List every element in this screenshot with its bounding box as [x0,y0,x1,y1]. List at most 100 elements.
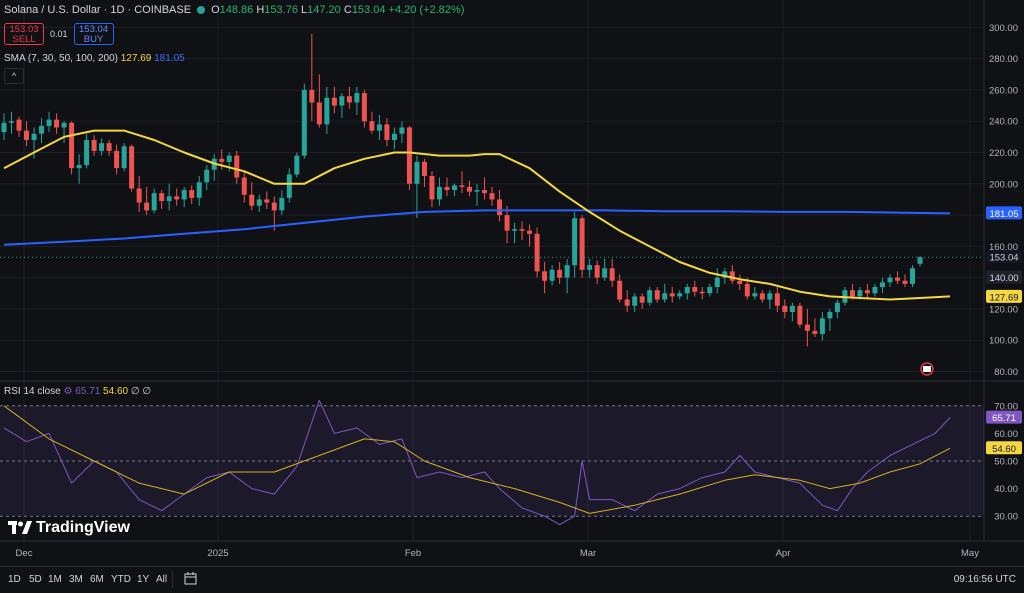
candle-body [819,318,825,334]
candle-body [151,193,157,211]
candle-body [384,124,390,140]
candle-body [707,287,713,294]
price-chart[interactable]: 80.00100.00120.00140.00160.00180.00200.0… [0,0,1024,566]
time-tick-label: Dec [16,548,33,559]
time-tick-label: May [961,548,979,559]
rsi-ma-tag: 54.60 [992,444,1016,455]
rsi-tick-label: 50.00 [994,457,1018,468]
spread-value: 0.01 [50,29,68,39]
candle-body [474,190,480,192]
rsi-ma-tag-bg [986,441,1022,455]
buy-label: BUY [83,34,104,45]
price-tick-label: 300.00 [989,23,1018,34]
timeframe-ytd[interactable]: YTD [111,574,131,585]
settings-icon[interactable]: ⚙ [63,386,73,397]
candle-body [489,193,495,200]
candle-body [542,271,548,281]
candle-body [692,287,698,292]
time-tick-label: Mar [580,548,596,559]
candle-body [301,89,307,156]
chevron-up-icon: ^ [11,71,17,81]
candle-body [414,161,420,184]
candle-body [436,186,442,200]
timeframe-1d[interactable]: 1D [8,574,21,585]
timeframe-6m[interactable]: 6M [90,574,104,585]
rsi-legend[interactable]: RSI 14 close ⚙ 65.71 54.60 ∅ ∅ [4,386,151,397]
candle-body [519,229,525,231]
price-tick-label: 220.00 [989,148,1018,159]
candle-body [872,287,878,294]
candle-body [797,305,803,325]
candle-body [331,97,337,106]
candle-body [114,150,120,169]
rsi-tick-label: 70.00 [994,401,1018,412]
rsi-value-tag-bg [986,410,1022,424]
rsi-ma-line [3,405,951,514]
candle-body [909,268,915,284]
rsi-tick-label: 30.00 [994,512,1018,523]
sma-legend[interactable]: SMA (7, 30, 50, 100, 200) 127.69 181.05 [4,53,185,64]
clock-readout[interactable]: 09:16:56 UTC [953,574,1016,585]
candle-body [594,265,600,278]
candle-body [31,133,37,140]
candle-body [421,161,427,176]
candle-body [376,124,382,131]
price-tick-label: 240.00 [989,117,1018,128]
symbol-title[interactable]: Solana / U.S. Dollar · 1D · COINBASE [4,4,192,16]
timeframe-3m[interactable]: 3M [69,574,83,585]
candle-body [144,202,150,211]
candle-body [429,175,435,200]
change-value: +4.20 (+2.82%) [388,4,465,16]
ohlc-readout: O148.86 H153.76 L147.20 C153.04 +4.20 (+… [211,4,465,16]
buy-button[interactable]: 153.04 BUY [73,23,114,45]
candle-body [849,290,855,297]
sell-label: SELL [12,34,36,45]
flag-icon [923,366,931,372]
candle-body [1,122,7,133]
candle-body [887,277,893,283]
candle-body [121,146,127,169]
tradingview-logo-icon [8,521,32,534]
chart-header: Solana / U.S. Dollar · 1D · COINBASE O14… [4,4,464,16]
candle-body [196,182,202,198]
candle-body [241,177,247,195]
collapse-legend-button[interactable]: ^ [4,68,24,84]
candle-body [189,190,195,198]
timeframe-5d[interactable]: 5D [29,574,42,585]
timeframe-all[interactable]: All [156,574,168,585]
sell-price: 153.03 [9,24,39,35]
candle-body [714,277,720,288]
candle-body [504,215,510,231]
timeframe-1y[interactable]: 1Y [137,574,150,585]
timeframe-1m[interactable]: 1M [48,574,62,585]
candle-body [602,268,608,278]
calendar-icon[interactable] [184,572,197,588]
candle-body [136,188,142,203]
candle-body [444,186,450,191]
candle-body [61,122,67,128]
price-tick-label: 160.00 [989,242,1018,253]
sell-button[interactable]: 153.03 SELL [4,23,44,45]
price-tick-label: 260.00 [989,85,1018,96]
candle-body [249,194,255,206]
candle-body [467,186,473,192]
candle-body [309,89,315,103]
candle-body [271,202,277,211]
candle-body [857,290,863,297]
rsi-value-tag: 65.71 [992,413,1016,424]
rsi-value: 65.71 [75,386,101,397]
candle-body [361,93,367,122]
candle-body [346,96,352,103]
candle-body [564,265,570,278]
candle-body [54,119,60,128]
candle-body [406,127,412,184]
candle-body [16,119,22,131]
price-tick-label: 280.00 [989,54,1018,65]
trade-panel: 153.03 SELL 0.01 153.04 BUY [4,23,114,45]
tradingview-logo[interactable]: TradingView [8,519,130,537]
candle-body [459,185,465,187]
candle-body [106,143,112,151]
candle-body [497,199,503,216]
candle-body [767,293,773,300]
candle-body [737,280,743,284]
